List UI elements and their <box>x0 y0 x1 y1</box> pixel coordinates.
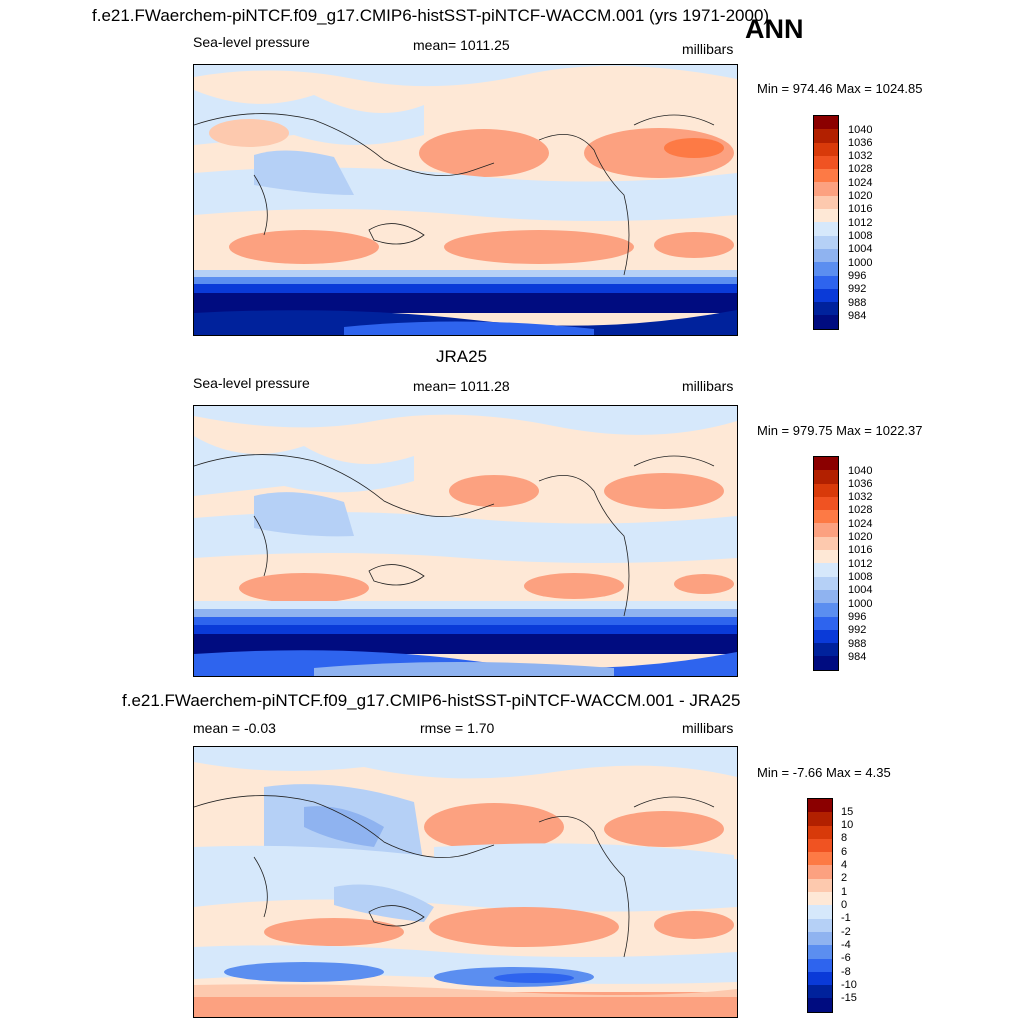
panel2-variable: Sea-level pressure <box>193 375 310 391</box>
panel3-tick: -10 <box>841 979 857 991</box>
panel2-tick: 996 <box>848 611 867 623</box>
panel2-tick: 1024 <box>848 518 873 530</box>
panel1-units: millibars <box>682 41 734 57</box>
panel3-tick: 6 <box>841 846 848 858</box>
panel3-colorbar <box>807 798 833 1013</box>
panel2-units: millibars <box>682 378 734 394</box>
panel2-tick: 1000 <box>848 598 873 610</box>
panel2-tick: 1020 <box>848 531 873 543</box>
panel3-tick: -8 <box>841 966 851 978</box>
panel3-tick: 10 <box>841 819 854 831</box>
panel1-map <box>193 64 738 336</box>
panel3-tick: -2 <box>841 926 851 938</box>
panel3-tick: 15 <box>841 806 854 818</box>
panel1-colorbar <box>813 115 839 330</box>
panel3-tick: -6 <box>841 952 851 964</box>
panel2-minmax: Min = 979.75 Max = 1022.37 <box>757 423 923 438</box>
panel1-tick: 1020 <box>848 190 873 202</box>
panel3-tick: 2 <box>841 872 848 884</box>
panel1-tick: 992 <box>848 283 867 295</box>
panel2-tick: 1032 <box>848 491 873 503</box>
panel2-tick: 1008 <box>848 571 873 583</box>
panel1-tick: 1004 <box>848 243 873 255</box>
panel1-tick: 1000 <box>848 257 873 269</box>
panel1-tick: 1040 <box>848 124 873 136</box>
panel1-tick: 1036 <box>848 137 873 149</box>
panel2-tick: 1012 <box>848 558 873 570</box>
panel2-title: JRA25 <box>436 347 488 366</box>
panel3-tick: 1 <box>841 886 848 898</box>
panel3-tick: -4 <box>841 939 851 951</box>
panel3-rmse: rmse = 1.70 <box>420 720 495 736</box>
panel1-tick: 1016 <box>848 203 873 215</box>
panel2-colorbar <box>813 456 839 671</box>
panel3-tick: 0 <box>841 899 848 911</box>
panel1-tick: 1012 <box>848 217 873 229</box>
panel1-tick: 1008 <box>848 230 873 242</box>
panel2-tick: 988 <box>848 638 867 650</box>
panel2-tick: 1028 <box>848 504 873 516</box>
season-label: ANN <box>745 14 804 44</box>
panel3-tick: 8 <box>841 832 848 844</box>
panel1-minmax: Min = 974.46 Max = 1024.85 <box>757 81 923 96</box>
panel3-tick: -1 <box>841 912 851 924</box>
panel2-tick: 984 <box>848 651 867 663</box>
panel1-title: f.e21.FWaerchem-piNTCF.f09_g17.CMIP6-his… <box>92 6 770 25</box>
panel1-tick: 996 <box>848 270 867 282</box>
panel1-tick: 984 <box>848 310 867 322</box>
panel1-tick: 1028 <box>848 163 873 175</box>
panel2-tick: 992 <box>848 624 867 636</box>
panel3-mean: mean = -0.03 <box>193 720 276 736</box>
panel3-units: millibars <box>682 720 734 736</box>
panel1-variable: Sea-level pressure <box>193 34 310 50</box>
panel3-tick: -15 <box>841 992 857 1004</box>
panel1-mean: mean= 1011.25 <box>413 37 510 53</box>
panel2-mean: mean= 1011.28 <box>413 378 510 394</box>
panel3-minmax: Min = -7.66 Max = 4.35 <box>757 765 891 780</box>
panel3-title: f.e21.FWaerchem-piNTCF.f09_g17.CMIP6-his… <box>122 691 741 710</box>
panel2-tick: 1040 <box>848 465 873 477</box>
panel1-tick: 1024 <box>848 177 873 189</box>
panel2-tick: 1036 <box>848 478 873 490</box>
panel1-tick: 988 <box>848 297 867 309</box>
panel2-tick: 1004 <box>848 584 873 596</box>
panel3-tick: 4 <box>841 859 848 871</box>
panel2-tick: 1016 <box>848 544 873 556</box>
panel1-tick: 1032 <box>848 150 873 162</box>
panel3-map <box>193 746 738 1018</box>
panel2-map <box>193 405 738 677</box>
